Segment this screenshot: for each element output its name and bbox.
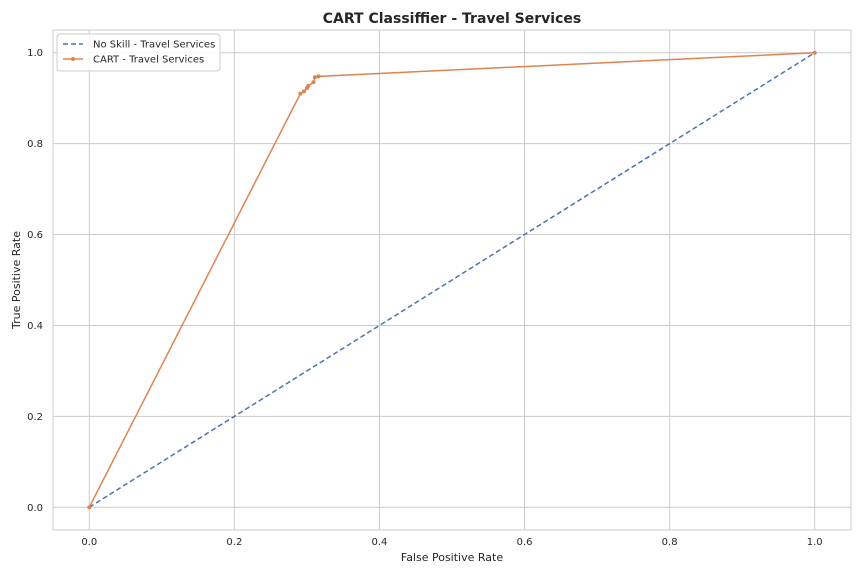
x-tick-label: 0.4 xyxy=(372,537,388,548)
legend-box xyxy=(56,33,221,72)
x-tick-label: 0.8 xyxy=(662,537,678,548)
x-tick-label: 0.0 xyxy=(81,537,97,548)
plot-frame xyxy=(52,29,852,531)
y-tick-label: 0.4 xyxy=(27,321,43,332)
x-axis-label: False Positive Rate xyxy=(401,551,503,564)
y-tick-label: 0.0 xyxy=(27,503,43,514)
legend: No Skill - Travel Services CART - Travel … xyxy=(56,33,221,72)
y-tick-label: 0.8 xyxy=(27,139,43,150)
legend-marker xyxy=(71,57,75,61)
data-point xyxy=(316,74,321,79)
y-tick-label: 1.0 xyxy=(27,48,43,59)
legend-label: No Skill - Travel Services xyxy=(93,40,215,51)
series-layer xyxy=(87,50,817,510)
y-tick-label: 0.2 xyxy=(27,412,43,423)
data-point xyxy=(311,80,316,85)
data-point xyxy=(306,83,311,88)
data-point xyxy=(812,50,817,55)
tick-layer: 0.0 0.2 0.4 0.6 0.8 1.0 0.0 0.2 0.4 0.6 0.8 1.0 xyxy=(27,48,823,548)
data-point xyxy=(312,75,317,80)
data-point xyxy=(302,89,307,94)
y-tick-label: 0.6 xyxy=(27,230,43,241)
y-axis-label: True Positive Rate xyxy=(10,231,23,330)
x-tick-label: 1.0 xyxy=(807,537,823,548)
chart-title: CART Classiffier - Travel Services xyxy=(323,11,581,27)
data-point xyxy=(298,91,303,96)
x-tick-label: 0.6 xyxy=(517,537,533,548)
series-line-0 xyxy=(88,52,816,508)
x-tick-label: 0.2 xyxy=(226,537,242,548)
legend-label: CART - Travel Services xyxy=(93,55,204,66)
data-point xyxy=(87,505,92,510)
